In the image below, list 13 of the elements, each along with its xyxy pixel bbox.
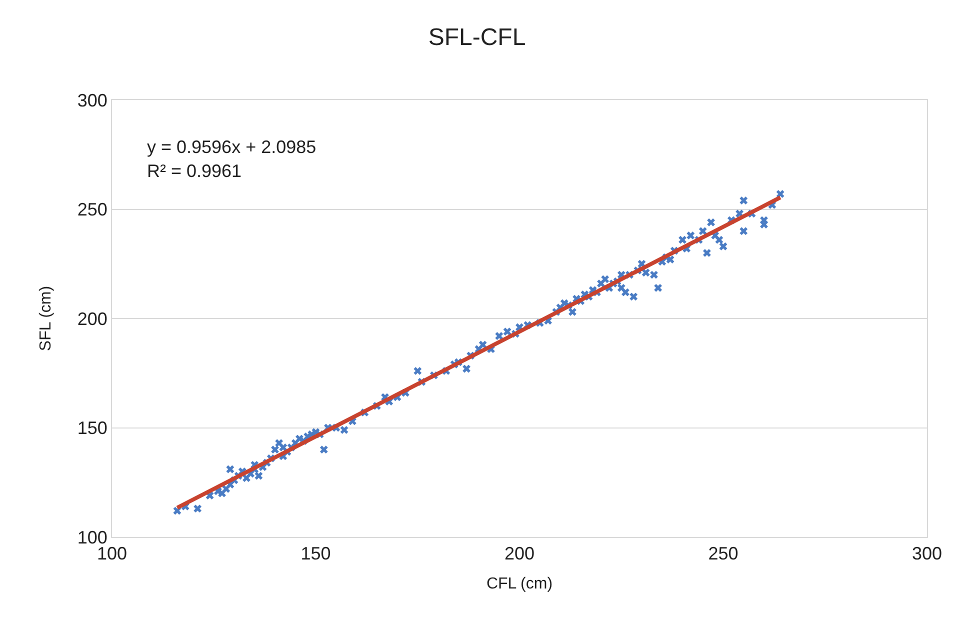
annotation: y = 0.9596x + 2.0985	[147, 137, 316, 157]
y-tick-label: 200	[77, 308, 108, 329]
y-tick-label: 150	[77, 418, 108, 438]
chart-title: SFL-CFL	[428, 24, 526, 51]
x-tick-label: 150	[300, 544, 331, 564]
annotation: R² = 0.9961	[147, 161, 242, 181]
x-axis-title: CFL (cm)	[486, 575, 553, 592]
y-tick-label: 300	[77, 90, 108, 110]
y-axis-title: SFL (cm)	[37, 286, 54, 352]
x-tick-label: 300	[912, 544, 942, 564]
x-tick-label: 250	[708, 544, 738, 564]
x-tick-label: 200	[504, 544, 535, 564]
y-tick-label: 250	[77, 200, 108, 220]
